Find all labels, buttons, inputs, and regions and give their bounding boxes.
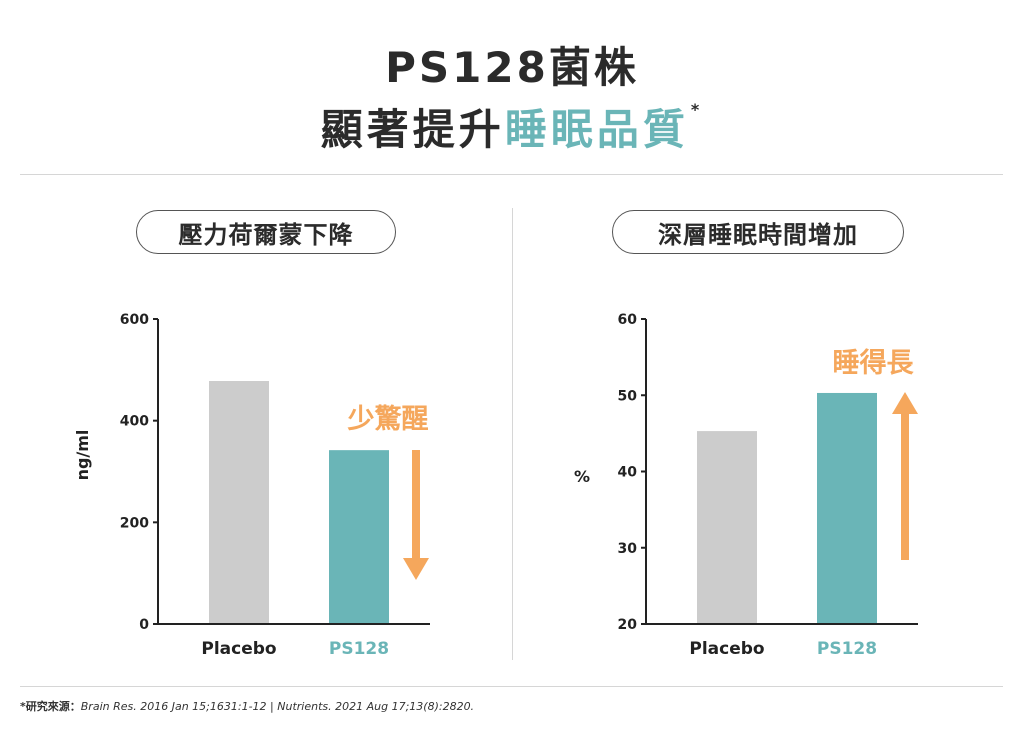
y-tick-label: 400 [120,414,149,430]
x-category-label: Placebo [689,639,764,659]
chart-title-deep-sleep: 深層睡眠時間增加 [612,210,904,254]
y-tick-label: 600 [120,312,149,328]
bar-placebo [209,381,269,624]
top-divider [20,174,1003,175]
chart-deep-sleep: 20 30 40 50 60% Placebo PS128 睡得長 [574,312,918,659]
x-category-label: Placebo [201,639,276,659]
y-tick-label: 50 [618,388,638,404]
subtitle-prefix: 顯著提升 [320,105,505,154]
arrow-down-icon [403,450,429,580]
source-label: *研究來源： [20,700,81,713]
subtitle: 顯著提升睡眠品質 * [0,96,1024,157]
y-axis-label: % [574,467,590,486]
bar-ps128 [329,450,389,624]
subtitle-highlight: 睡眠品質 [504,105,689,154]
main-title: PS128菌株 [385,43,639,92]
chart-title-stress: 壓力荷爾蒙下降 [136,210,396,254]
footnote-mark: * [690,100,704,119]
y-tick-label: 200 [120,515,149,531]
source-refs: Brain Res. 2016 Jan 15;1631:1-12 | Nutri… [80,700,475,713]
y-axis-label: ng/ml [73,430,92,481]
y-tick-label: 60 [618,312,638,328]
vertical-divider [512,208,513,660]
y-tick-label: 20 [618,617,638,633]
y-tick-label: 0 [139,617,149,633]
chart-stress-hormone: 0 200 400 600 ng/ml Placebo PS128 少驚醒 [73,312,430,659]
bottom-divider [20,686,1003,687]
y-tick-label: 30 [618,541,638,557]
x-category-label: PS128 [817,639,877,659]
bar-placebo [697,431,757,624]
source-citation: *研究來源：Brain Res. 2016 Jan 15;1631:1-12 |… [20,698,474,714]
y-tick-label: 40 [618,465,638,481]
bar-ps128 [817,392,877,624]
x-category-label: PS128 [329,639,389,659]
arrow-up-icon [892,392,918,560]
annotation-label: 少驚醒 [348,404,429,435]
annotation-label: 睡得長 [833,348,915,379]
